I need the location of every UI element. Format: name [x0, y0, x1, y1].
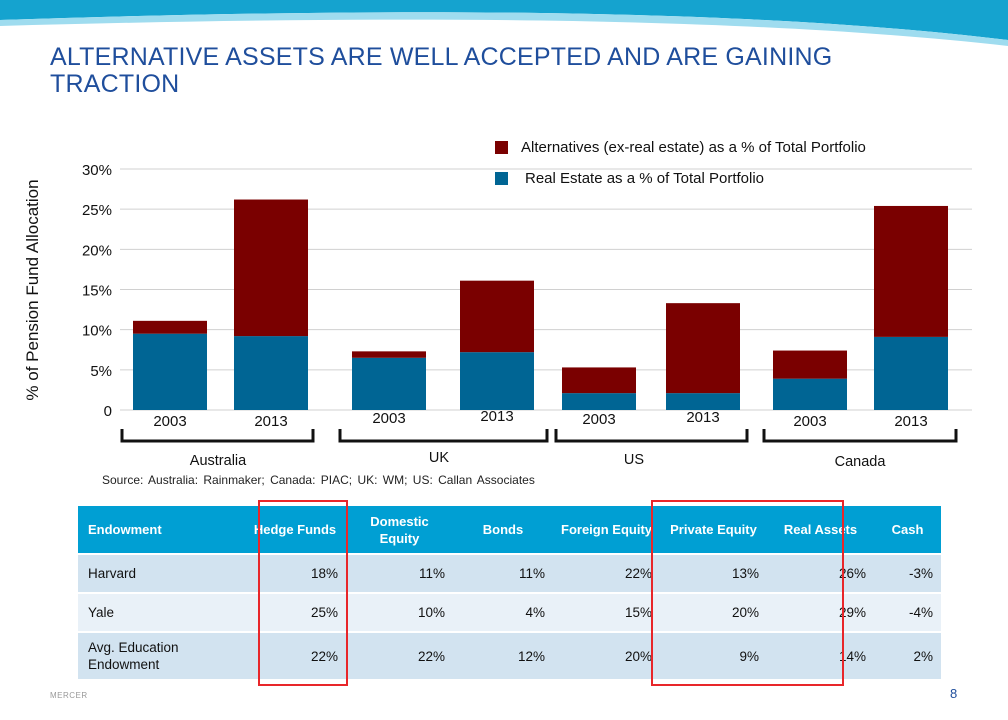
- highlight-box-hedge-funds: [258, 500, 348, 686]
- legend-label: Alternatives (ex-real estate) as a % of …: [521, 139, 866, 156]
- cell-domestic-equity: 10%: [346, 592, 453, 632]
- x-tick-label: 2013: [254, 413, 287, 430]
- bar-alternatives: [352, 351, 426, 358]
- header-endowment: Endowment: [78, 506, 244, 554]
- group-label: Australia: [190, 453, 247, 469]
- brand-label: MERCER: [50, 691, 88, 700]
- cell-real-assets: 26%: [767, 553, 874, 593]
- stacked-bar-chart: 0 5% 10% 15% 20% 25% 30% % of Pension Fund Allo…: [23, 139, 972, 470]
- cell-bonds: 4%: [453, 592, 553, 632]
- legend-swatch: [495, 141, 508, 154]
- x-tick-label: 2003: [153, 413, 186, 430]
- cell-hedge-funds: 18%: [244, 553, 346, 593]
- highlight-box-private-real: [651, 500, 844, 686]
- header-bonds: Bonds: [453, 506, 553, 554]
- bar-alternatives: [562, 367, 636, 394]
- table-row: Harvard 18% 11% 11% 22% 13% 26% -3%: [78, 553, 941, 593]
- group-bracket: [554, 429, 749, 443]
- group-bracket: [120, 429, 315, 443]
- x-tick-label: 2003: [793, 413, 826, 430]
- header-private-equity: Private Equity: [660, 506, 767, 554]
- cell-real-assets: 14%: [767, 631, 874, 679]
- bar-real-estate: [460, 352, 534, 410]
- bar-alternatives: [666, 303, 740, 394]
- cell-private-equity: 20%: [660, 592, 767, 632]
- cell-hedge-funds: 25%: [244, 592, 346, 632]
- header-domestic-equity: Domestic Equity: [346, 506, 453, 554]
- cell-endowment: Yale: [78, 592, 244, 632]
- x-tick-label: 2013: [480, 408, 513, 425]
- y-tick-label: 5%: [90, 363, 112, 380]
- group-bracket: [338, 429, 549, 443]
- bar-alternatives: [874, 205, 948, 337]
- bar-alternatives: [234, 199, 308, 337]
- bar-alternatives: [133, 320, 207, 334]
- x-tick-label: 2003: [372, 410, 405, 427]
- cell-bonds: 11%: [453, 553, 553, 593]
- cell-domestic-equity: 22%: [346, 631, 453, 679]
- header-hedge-funds: Hedge Funds: [244, 506, 346, 554]
- cell-cash: -3%: [874, 553, 941, 593]
- cell-foreign-equity: 22%: [553, 553, 660, 593]
- x-tick-label: 2013: [686, 409, 719, 426]
- cell-endowment: Harvard: [78, 553, 244, 593]
- table-row: Yale 25% 10% 4% 15% 20% 29% -4%: [78, 592, 941, 632]
- table-header-row: Endowment Hedge Funds Domestic Equity Bo…: [78, 506, 941, 554]
- top-banner: [0, 0, 1008, 46]
- group-label: US: [624, 452, 644, 468]
- x-tick-label: 2003: [582, 411, 615, 428]
- bar-real-estate: [773, 378, 847, 410]
- cell-hedge-funds: 22%: [244, 631, 346, 679]
- header-cash: Cash: [874, 506, 941, 554]
- bar-real-estate: [352, 357, 426, 410]
- bar-real-estate: [666, 393, 740, 410]
- cell-domestic-equity: 11%: [346, 553, 453, 593]
- cell-foreign-equity: 15%: [553, 592, 660, 632]
- y-tick-label: 15%: [82, 283, 112, 300]
- header-real-assets: Real Assets: [767, 506, 874, 554]
- cell-endowment: Avg. Education Endowment: [78, 631, 244, 679]
- header-foreign-equity: Foreign Equity: [553, 506, 660, 554]
- table-row: Avg. Education Endowment 22% 22% 12% 20%…: [78, 631, 941, 679]
- y-tick-label: 20%: [82, 242, 112, 259]
- bar-alternatives: [773, 350, 847, 379]
- source-note: Source: Australia: Rainmaker; Canada: PI…: [102, 473, 535, 487]
- bar-real-estate: [133, 333, 207, 410]
- cell-cash: 2%: [874, 631, 941, 679]
- bar-real-estate: [234, 336, 308, 410]
- cell-bonds: 12%: [453, 631, 553, 679]
- bar-alternatives: [460, 280, 534, 353]
- cell-foreign-equity: 20%: [553, 631, 660, 679]
- y-tick-label: 25%: [82, 202, 112, 219]
- bar-real-estate: [874, 336, 948, 410]
- x-tick-label: 2013: [894, 413, 927, 430]
- endowment-table: Endowment Hedge Funds Domestic Equity Bo…: [78, 506, 941, 679]
- slide-title: ALTERNATIVE ASSETS ARE WELL ACCEPTED AND…: [50, 43, 833, 98]
- group-bracket: [762, 429, 958, 443]
- y-tick-label: 0: [104, 403, 112, 420]
- cell-cash: -4%: [874, 592, 941, 632]
- y-tick-label: 30%: [82, 162, 112, 179]
- group-label: UK: [429, 450, 449, 466]
- group-label: Canada: [835, 454, 887, 470]
- bar-real-estate: [562, 393, 636, 410]
- page-number: 8: [950, 686, 958, 701]
- y-tick-label: 10%: [82, 323, 112, 340]
- cell-private-equity: 13%: [660, 553, 767, 593]
- cell-private-equity: 9%: [660, 631, 767, 679]
- y-axis-title: % of Pension Fund Allocation: [23, 179, 42, 400]
- legend-swatch: [495, 172, 508, 185]
- cell-real-assets: 29%: [767, 592, 874, 632]
- legend-label: Real Estate as a % of Total Portfolio: [525, 170, 764, 187]
